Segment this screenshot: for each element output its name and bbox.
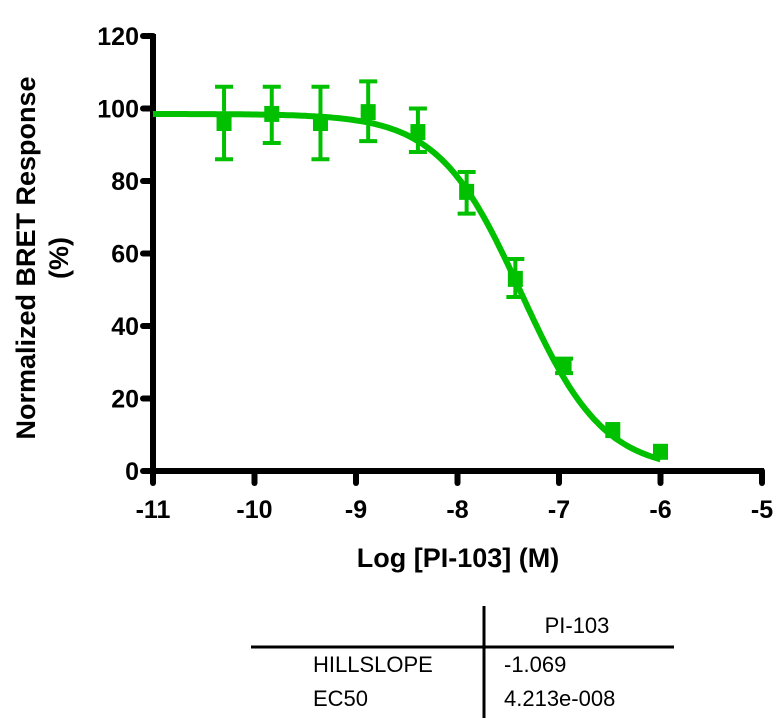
y-tick-label: 120 (97, 23, 139, 51)
table-row-value-ec50: 4.213e-008 (504, 686, 615, 711)
data-point (605, 422, 621, 439)
x-tick-label: -5 (751, 496, 773, 524)
table-row-label-hillslope: HILLSLOPE (313, 652, 433, 677)
x-tick-label: -11 (136, 496, 171, 524)
results-table: PI-103 HILLSLOPE -1.069 EC50 4.213e-008 (251, 606, 674, 718)
table-row-value-hillslope: -1.069 (504, 652, 566, 677)
data-point (457, 169, 476, 216)
data-point-marker (312, 115, 328, 131)
data-point (408, 106, 427, 154)
table-column-header: PI-103 (545, 613, 610, 638)
y-axis-title-line-2: (%) (44, 237, 74, 279)
data-point-marker (605, 422, 621, 439)
data-point (359, 79, 378, 144)
y-tick-label: 80 (111, 168, 139, 196)
x-tick-label: -8 (446, 496, 468, 524)
data-point-marker (264, 105, 280, 122)
data-point-marker (556, 357, 572, 374)
data-point-marker (410, 124, 426, 141)
y-tick-label: 0 (125, 458, 139, 486)
data-point (262, 84, 281, 145)
x-ticks: -11 -10 -9 -8 -7 -6 -5 (136, 468, 773, 524)
data-point-marker (216, 115, 232, 131)
data-point-marker (360, 104, 376, 121)
data-point-marker (459, 183, 475, 200)
table-row-label-ec50: EC50 (313, 686, 368, 711)
x-tick-label: -10 (236, 496, 272, 524)
data-points (215, 79, 668, 460)
x-axis-title: Log [PI-103] (M) (357, 543, 560, 573)
data-point (506, 256, 525, 299)
fit-curve (153, 111, 662, 463)
data-point (215, 84, 234, 162)
data-point (653, 443, 668, 460)
y-axis-title: Normalized BRET Response (%) (11, 76, 74, 439)
x-tick-label: -9 (345, 496, 367, 524)
y-tick-label: 100 (97, 96, 139, 124)
x-tick-label: -6 (649, 496, 671, 524)
x-tick-label: -7 (548, 496, 570, 524)
y-ticks: 0 20 40 60 80 100 120 (97, 23, 156, 486)
y-axis-title-line-1: Normalized BRET Response (11, 76, 41, 439)
data-point (311, 84, 330, 162)
y-tick-label: 60 (111, 241, 139, 269)
data-point-marker (653, 443, 668, 460)
y-tick-label: 20 (111, 386, 139, 414)
y-tick-label: 40 (111, 313, 139, 341)
fit-curve-group (153, 111, 662, 463)
data-point (555, 356, 574, 376)
data-point-marker (507, 270, 523, 287)
